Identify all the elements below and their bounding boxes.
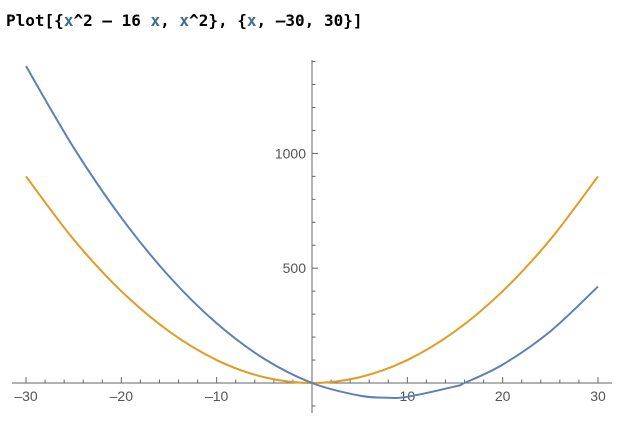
x-tick-label: –30	[14, 388, 38, 404]
close-brace-2: }	[343, 10, 353, 30]
term2-variable: x	[179, 10, 190, 30]
plot-function-name: Plot	[6, 10, 45, 30]
open-bracket: [	[44, 10, 55, 30]
close-bracket: ]	[352, 10, 363, 30]
term2-power: ^2	[189, 10, 209, 30]
term1-power: ^2 – 16	[73, 10, 151, 30]
curves	[25, 65, 599, 400]
x-tick-label: –10	[205, 388, 229, 404]
x-tick-label: 20	[495, 388, 511, 404]
x-tick-label: 30	[590, 388, 606, 404]
term1-variable-2: x	[150, 10, 161, 30]
close-brace: }	[208, 10, 218, 30]
range-bounds: , –30, 30	[256, 10, 344, 30]
input-expression[interactable]: Plot [ { x ^2 – 16 x , x ^2 } , { x , –3…	[6, 6, 363, 34]
y-tick-label: 1000	[275, 145, 306, 161]
x-tick-label: –20	[110, 388, 134, 404]
comma-2: ,	[217, 10, 238, 30]
range-variable: x	[246, 10, 257, 30]
y-tick-label: 500	[283, 260, 307, 276]
open-brace: {	[54, 10, 64, 30]
comma-1: ,	[160, 10, 180, 30]
open-brace-2: {	[237, 10, 247, 30]
term1-variable: x	[63, 10, 74, 30]
series-1-line	[25, 65, 599, 400]
